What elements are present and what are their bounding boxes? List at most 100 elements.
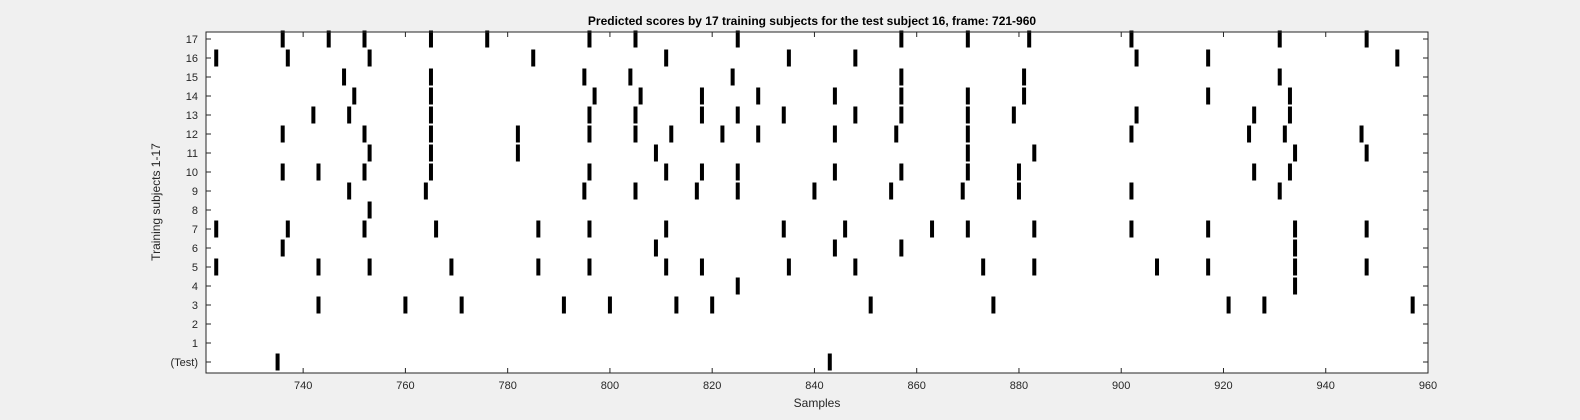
raster-mark	[275, 353, 280, 371]
raster-mark	[587, 106, 592, 124]
raster-mark	[1282, 125, 1287, 143]
raster-mark	[587, 125, 592, 143]
raster-mark	[843, 220, 848, 238]
raster-mark	[582, 68, 587, 86]
raster-mark	[1364, 30, 1369, 48]
raster-mark	[1206, 258, 1211, 276]
raster-mark	[1287, 106, 1292, 124]
raster-mark	[1293, 239, 1298, 257]
raster-mark	[367, 144, 372, 162]
raster-mark	[735, 106, 740, 124]
raster-mark	[669, 125, 674, 143]
x-tick-label: 840	[805, 380, 823, 392]
raster-mark	[827, 353, 832, 371]
raster-mark	[280, 163, 285, 181]
raster-mark	[699, 87, 704, 105]
raster-mark	[1206, 220, 1211, 238]
y-tick-label: 11	[187, 148, 198, 160]
raster-mark	[832, 163, 837, 181]
y-tick-label: 16	[186, 53, 198, 65]
raster-mark	[699, 106, 704, 124]
raster-mark	[1022, 68, 1027, 86]
y-tick-label: 17	[186, 34, 198, 46]
raster-mark	[720, 125, 725, 143]
raster-mark	[1395, 49, 1400, 67]
raster-mark	[428, 106, 433, 124]
raster-mark	[1129, 30, 1134, 48]
raster-mark	[459, 296, 464, 314]
raster-mark	[1247, 125, 1252, 143]
raster-mark	[1027, 30, 1032, 48]
raster-mark	[735, 30, 740, 48]
raster-mark	[1016, 163, 1021, 181]
raster-mark	[531, 49, 536, 67]
raster-mark	[756, 125, 761, 143]
raster-mark	[889, 182, 894, 200]
raster-mark	[853, 49, 858, 67]
raster-mark	[428, 144, 433, 162]
raster-mark	[561, 296, 566, 314]
raster-mark	[285, 49, 290, 67]
raster-mark	[674, 296, 679, 314]
raster-mark	[781, 220, 786, 238]
raster-mark	[280, 125, 285, 143]
raster-mark	[894, 125, 899, 143]
y-tick-label: (Test)	[171, 357, 199, 369]
x-tick-label: 800	[601, 380, 619, 392]
raster-mark	[965, 163, 970, 181]
raster-mark	[403, 296, 408, 314]
raster-mark	[899, 30, 904, 48]
raster-mark	[428, 125, 433, 143]
raster-mark	[352, 87, 357, 105]
x-tick-label: 920	[1214, 380, 1232, 392]
raster-mark	[1293, 220, 1298, 238]
raster-mark	[633, 125, 638, 143]
raster-mark	[434, 220, 439, 238]
raster-mark	[699, 163, 704, 181]
raster-mark	[536, 220, 541, 238]
raster-mark	[587, 220, 592, 238]
raster-mark	[699, 258, 704, 276]
x-tick-label: 820	[703, 380, 721, 392]
raster-marks	[214, 30, 1415, 371]
raster-mark	[1364, 220, 1369, 238]
raster-mark	[965, 125, 970, 143]
raster-mark	[367, 49, 372, 67]
raster-mark	[832, 125, 837, 143]
raster-mark	[710, 296, 715, 314]
y-axis-label: Training subjects 1-17	[149, 143, 163, 261]
raster-mark	[367, 258, 372, 276]
raster-mark	[930, 220, 935, 238]
raster-mark	[965, 30, 970, 48]
raster-mark	[485, 30, 490, 48]
y-tick-label: 6	[192, 243, 198, 255]
y-tick-label: 7	[192, 224, 198, 236]
raster-mark	[1134, 106, 1139, 124]
y-tick-label: 9	[192, 186, 198, 198]
raster-mark	[899, 87, 904, 105]
y-tick-label: 1	[192, 338, 198, 350]
x-tick-label: 760	[396, 380, 414, 392]
x-tick-label: 860	[908, 380, 926, 392]
raster-mark	[280, 30, 285, 48]
x-tick-label: 940	[1317, 380, 1335, 392]
raster-mark	[664, 49, 669, 67]
raster-mark	[326, 30, 331, 48]
raster-mark	[214, 49, 219, 67]
y-tick-label: 2	[192, 319, 198, 331]
raster-mark	[965, 87, 970, 105]
raster-mark	[515, 125, 520, 143]
raster-mark	[1293, 277, 1298, 295]
raster-mark	[628, 68, 633, 86]
raster-mark	[899, 239, 904, 257]
raster-mark	[285, 220, 290, 238]
raster-mark	[1032, 144, 1037, 162]
raster-mark	[832, 239, 837, 257]
raster-mark	[664, 258, 669, 276]
raster-mark	[653, 144, 658, 162]
raster-mark	[965, 220, 970, 238]
x-tick-label: 780	[498, 380, 516, 392]
raster-mark	[899, 106, 904, 124]
raster-mark	[653, 239, 658, 257]
